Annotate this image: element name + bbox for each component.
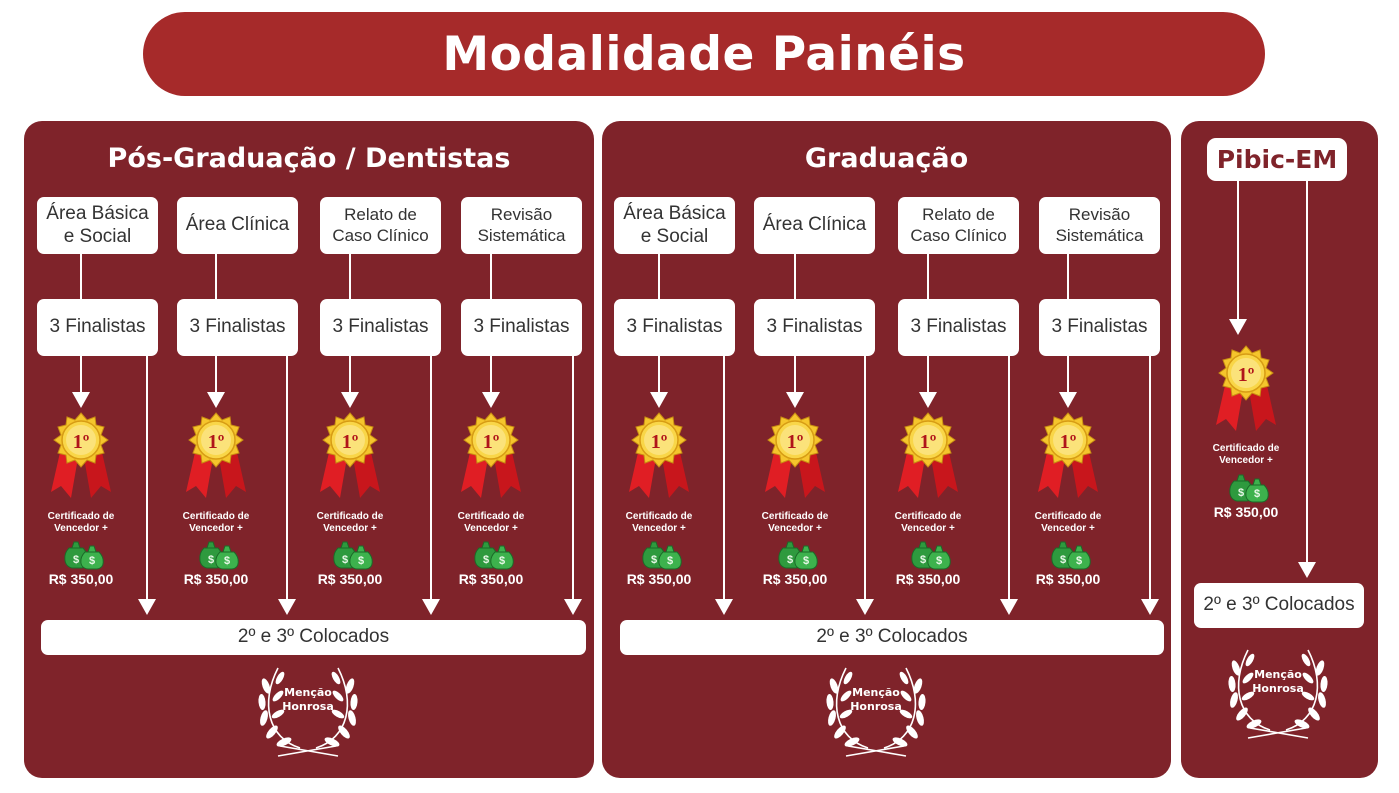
certificate-line2: Vencedor + [768, 523, 822, 534]
certificate-line1: Certificado de [894, 511, 962, 522]
prize-amount: R$ 350,00 [48, 571, 114, 587]
finalists-box: 3 Finalistas [614, 299, 735, 356]
certificate-label: Certificado de Vencedor + [26, 511, 136, 535]
certificate-line2: Vencedor + [632, 523, 686, 534]
honor-line2: Honrosa [282, 699, 334, 713]
certificate-label: Certificado de Vencedor + [740, 511, 850, 535]
category-box-relato-caso: Relato de Caso Clínico [898, 197, 1019, 254]
certificate-label: Certificado de Vencedor + [604, 511, 714, 535]
prize-amount: R$ 350,00 [1035, 571, 1101, 587]
prize-amount: R$ 350,00 [458, 571, 524, 587]
category-label-line2: e Social [63, 225, 132, 247]
certificate-line1: Certificado de [316, 511, 384, 522]
certificate-label: Certificado de Vencedor + [1013, 511, 1123, 535]
category-label-line1: Revisão [490, 205, 553, 225]
panel-title-pibic-em: Pibic-EM [1216, 145, 1338, 174]
honor-label: Menção Honrosa [1243, 668, 1313, 696]
category-box-revisao: Revisão Sistemática [1039, 197, 1160, 254]
category-label-line2: e Social [640, 225, 709, 247]
certificate-line1: Certificado de [761, 511, 829, 522]
panel-title-graduacao: Graduação [804, 143, 969, 174]
category-label-line2: Sistemática [477, 225, 566, 245]
category-label-line2: Caso Clínico [910, 225, 1007, 245]
finalists-box: 3 Finalistas [898, 299, 1019, 356]
certificate-line2: Vencedor + [464, 523, 518, 534]
category-label-line1: Área Básica [623, 202, 726, 224]
certificate-label: Certificado de Vencedor + [161, 511, 271, 535]
category-box-area-basica: Área Básica e Social [614, 197, 735, 254]
certificate-line2: Vencedor + [1219, 455, 1273, 466]
certificate-line2: Vencedor + [323, 523, 377, 534]
prize-amount: R$ 350,00 [895, 571, 961, 587]
certificate-label: Certificado de Vencedor + [436, 511, 546, 535]
category-label-line1: Relato de [344, 205, 417, 225]
category-label-line1: Área Clínica [762, 214, 867, 236]
placed-box-pos-graduacao: 2º e 3º Colocados [41, 620, 586, 655]
prize-amount: R$ 350,00 [183, 571, 249, 587]
placed-box-graduacao: 2º e 3º Colocados [620, 620, 1164, 655]
honor-label: Menção Honrosa [273, 686, 343, 714]
placed-box-pibic-em: 2º e 3º Colocados [1194, 583, 1364, 628]
finalists-box: 3 Finalistas [461, 299, 582, 356]
certificate-line1: Certificado de [457, 511, 525, 522]
panel-title-pos-graduacao: Pós-Graduação / Dentistas [107, 143, 511, 174]
honor-label: Menção Honrosa [841, 686, 911, 714]
category-label-line1: Revisão [1068, 205, 1131, 225]
category-box-area-clinica: Área Clínica [177, 197, 298, 254]
category-label-line1: Área Clínica [185, 214, 290, 236]
category-box-area-basica: Área Básica e Social [37, 197, 158, 254]
finalists-box: 3 Finalistas [320, 299, 441, 356]
certificate-line1: Certificado de [625, 511, 693, 522]
category-label-line2: Sistemática [1055, 225, 1144, 245]
prize-amount: R$ 350,00 [317, 571, 383, 587]
honor-line2: Honrosa [1252, 681, 1304, 695]
certificate-line2: Vencedor + [901, 523, 955, 534]
category-box-revisao: Revisão Sistemática [461, 197, 582, 254]
certificate-line1: Certificado de [1212, 443, 1280, 454]
category-box-relato-caso: Relato de Caso Clínico [320, 197, 441, 254]
title-banner: Modalidade Painéis [143, 12, 1265, 96]
certificate-line2: Vencedor + [1041, 523, 1095, 534]
prize-amount: R$ 350,00 [626, 571, 692, 587]
honor-line1: Menção [284, 686, 332, 699]
finalists-box: 3 Finalistas [1039, 299, 1160, 356]
finalists-box: 3 Finalistas [754, 299, 875, 356]
category-label-line2: Caso Clínico [332, 225, 429, 245]
page-title: Modalidade Painéis [442, 26, 966, 82]
certificate-line1: Certificado de [182, 511, 250, 522]
category-label-line1: Relato de [922, 205, 995, 225]
prize-amount: R$ 350,00 [762, 571, 828, 587]
honor-line2: Honrosa [850, 699, 902, 713]
certificate-line2: Vencedor + [189, 523, 243, 534]
certificate-label: Certificado de Vencedor + [873, 511, 983, 535]
pibic-em-title-box: Pibic-EM [1207, 138, 1347, 181]
prize-amount: R$ 350,00 [1213, 504, 1279, 520]
certificate-label: Certificado de Vencedor + [295, 511, 405, 535]
finalists-box: 3 Finalistas [37, 299, 158, 356]
honor-line1: Menção [852, 686, 900, 699]
certificate-line1: Certificado de [47, 511, 115, 522]
certificate-line1: Certificado de [1034, 511, 1102, 522]
finalists-box: 3 Finalistas [177, 299, 298, 356]
honor-line1: Menção [1254, 668, 1302, 681]
category-box-area-clinica: Área Clínica [754, 197, 875, 254]
category-label-line1: Área Básica [46, 202, 149, 224]
certificate-label: Certificado de Vencedor + [1191, 443, 1301, 467]
certificate-line2: Vencedor + [54, 523, 108, 534]
